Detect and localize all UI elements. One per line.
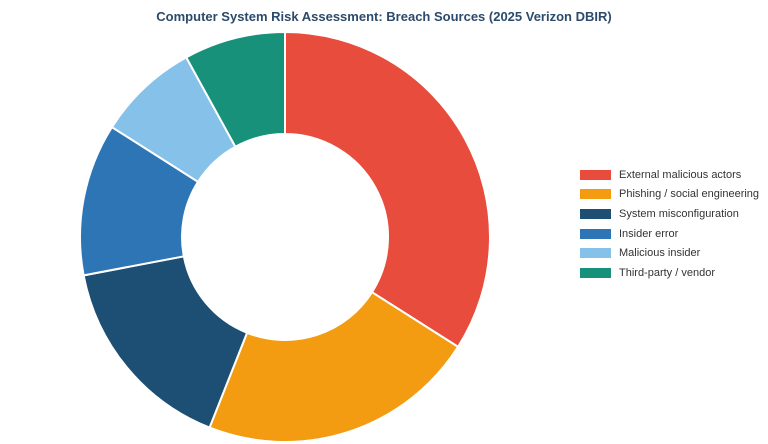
- donut-slice-1[interactable]: [284, 30, 491, 349]
- chart-legend: External malicious actors Phishing / soci…: [580, 165, 759, 283]
- legend-item-6[interactable]: Third-party / vendor: [580, 263, 759, 283]
- legend-item-5[interactable]: Malicious insider: [580, 243, 759, 263]
- legend-item-4[interactable]: Insider error: [580, 224, 759, 244]
- legend-item-1[interactable]: External malicious actors: [580, 165, 759, 185]
- legend-label: Phishing / social engineering: [619, 188, 760, 201]
- legend-label: System misconfiguration: [619, 207, 739, 220]
- legend-label: Insider error: [619, 227, 679, 240]
- legend-item-3[interactable]: System misconfiguration: [580, 204, 759, 224]
- legend-swatch: [580, 267, 611, 278]
- legend-swatch: [580, 228, 611, 239]
- chart-title: Computer System Risk Assessment: Breach …: [156, 9, 612, 24]
- legend-swatch: [580, 208, 611, 219]
- legend-label: Malicious insider: [619, 247, 701, 260]
- legend-swatch: [580, 169, 611, 180]
- legend-label: External malicious actors: [619, 168, 742, 181]
- legend-swatch: [580, 189, 611, 200]
- legend-swatch: [580, 248, 611, 259]
- donut-slice-2[interactable]: [208, 290, 460, 443]
- legend-item-2[interactable]: Phishing / social engineering: [580, 185, 759, 205]
- donut-slice-6[interactable]: [184, 30, 286, 149]
- legend-label: Third-party / vendor: [619, 266, 715, 279]
- donut-slice-3[interactable]: [82, 255, 249, 429]
